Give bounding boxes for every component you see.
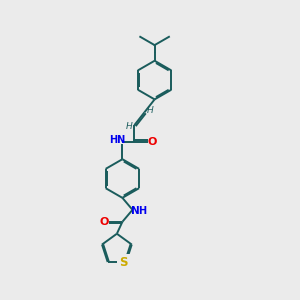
- Text: O: O: [100, 217, 109, 227]
- Text: H: H: [126, 122, 133, 130]
- Text: HN: HN: [109, 135, 125, 145]
- Text: O: O: [148, 137, 157, 147]
- Text: N: N: [131, 206, 140, 216]
- Text: H: H: [146, 106, 153, 115]
- Text: S: S: [119, 256, 128, 269]
- Text: H: H: [138, 206, 146, 216]
